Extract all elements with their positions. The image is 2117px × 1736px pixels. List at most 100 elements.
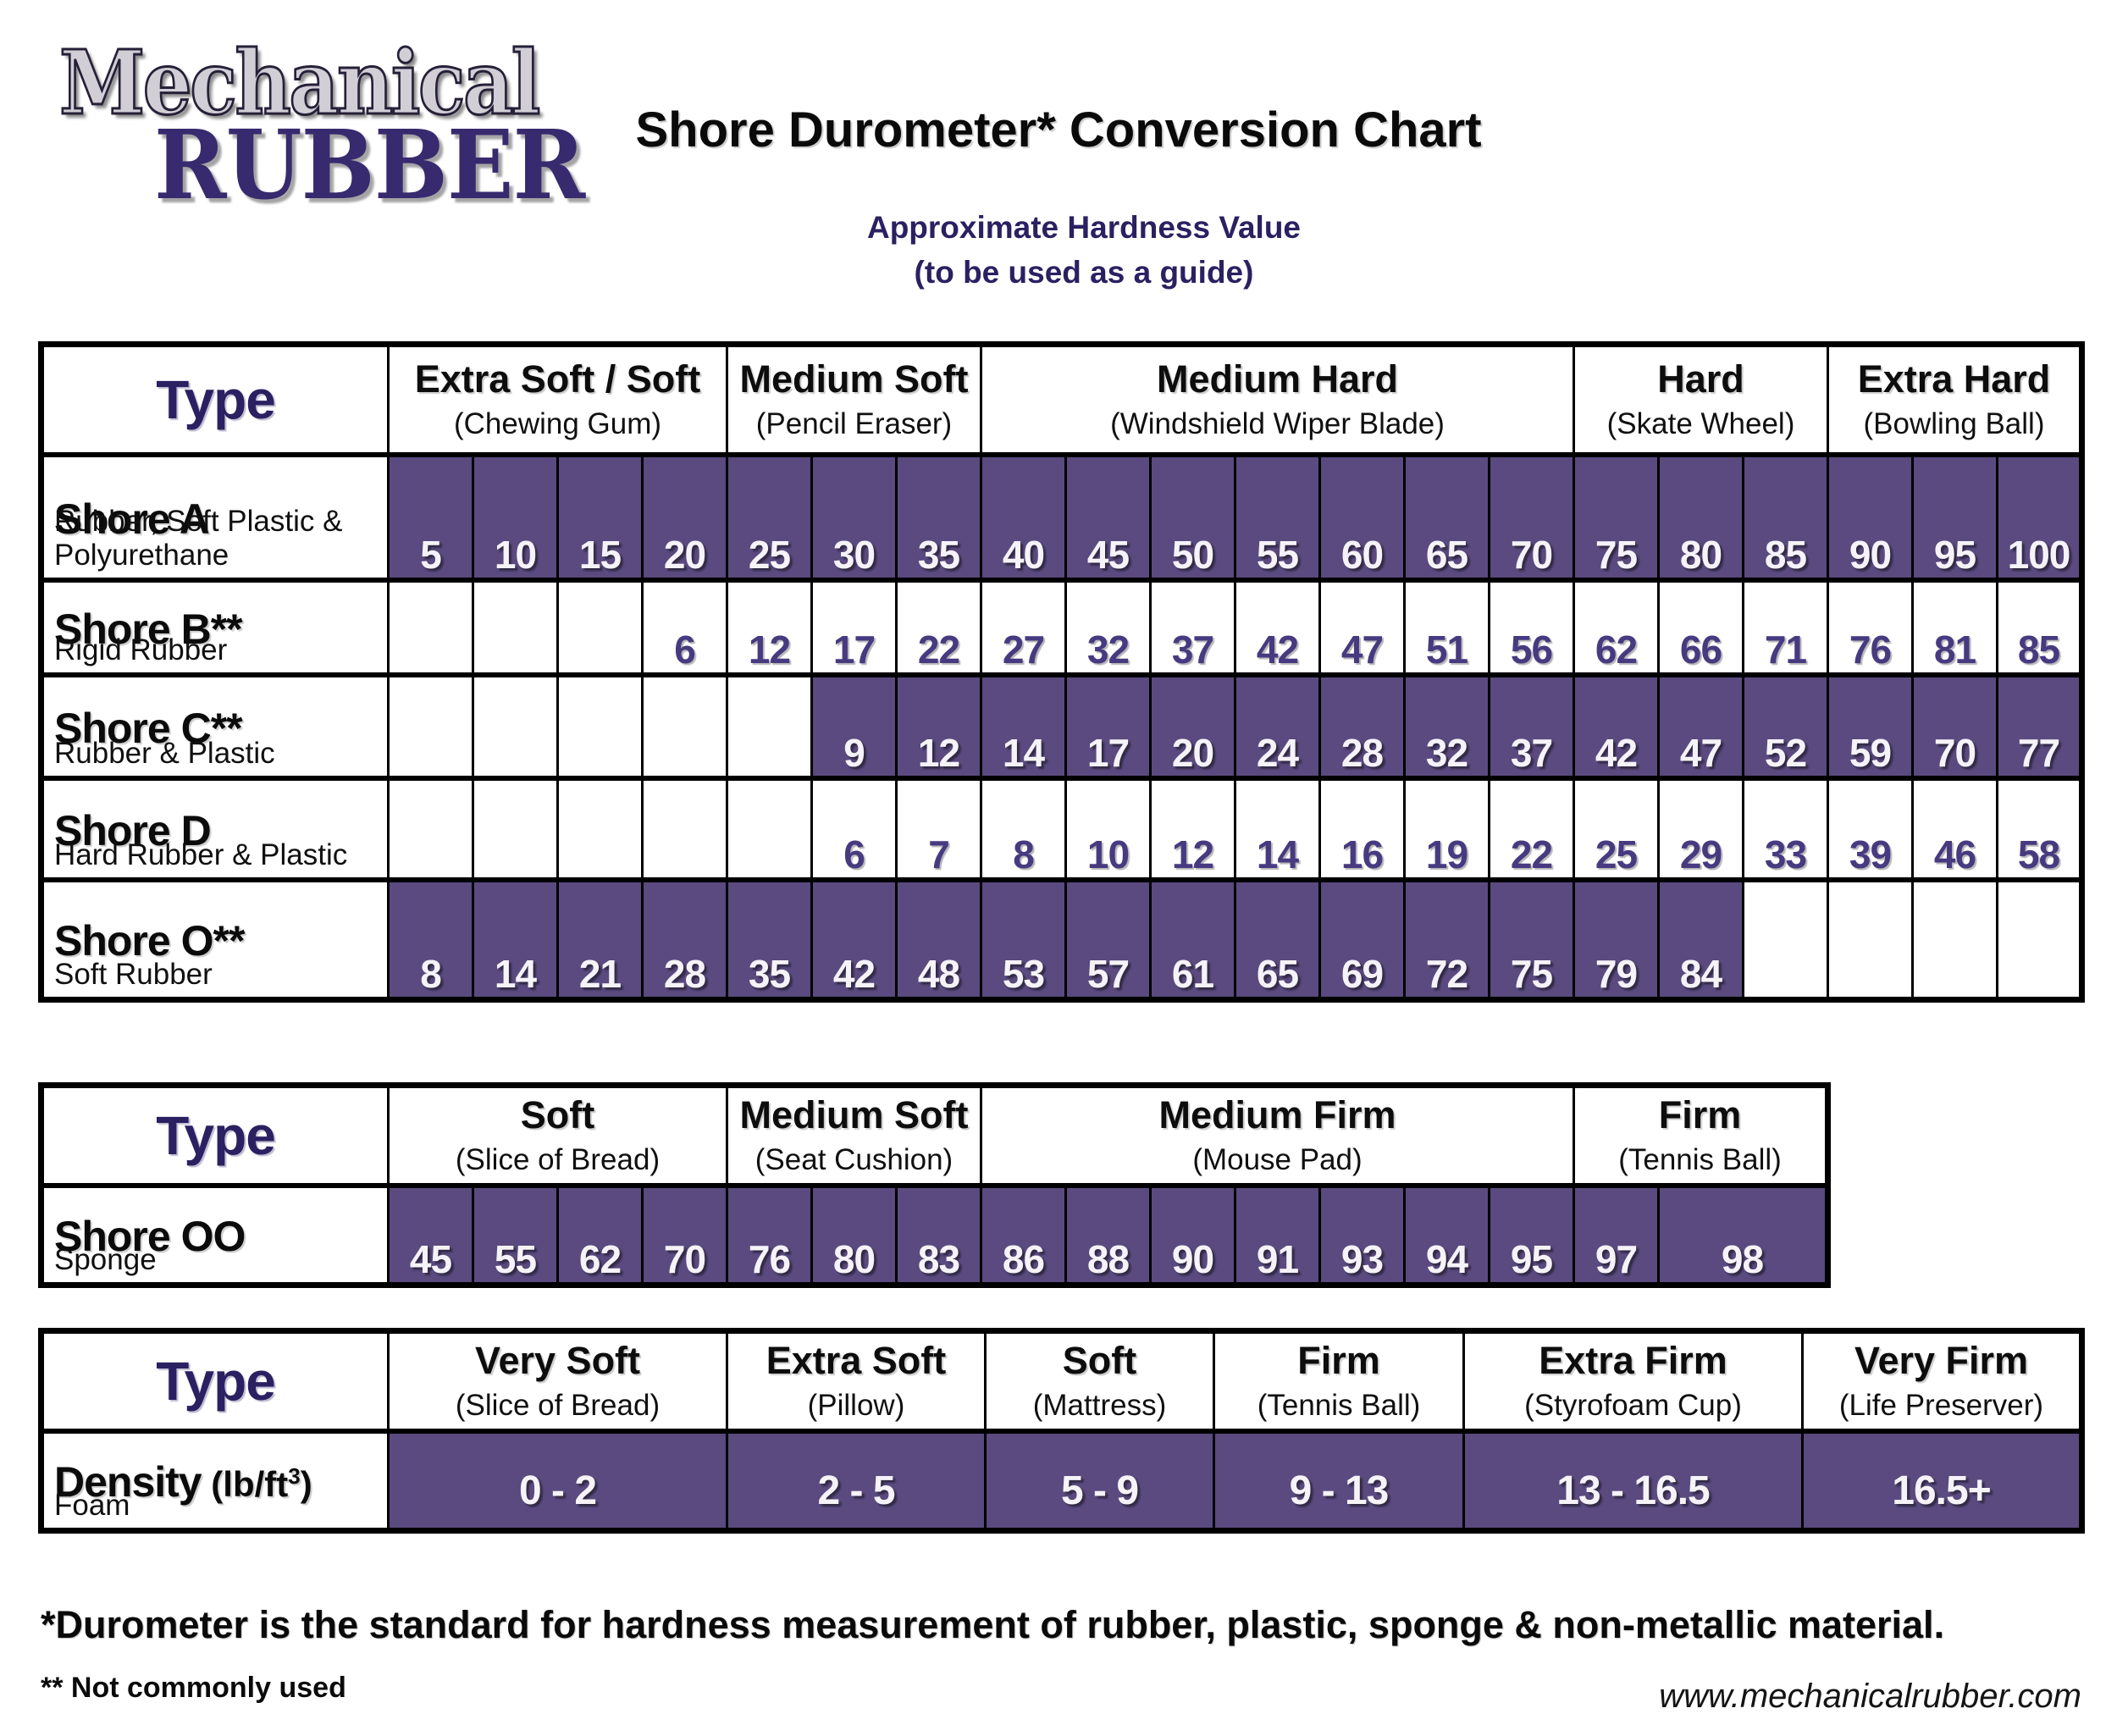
group-header-label: Extra Hard bbox=[1857, 357, 2051, 401]
row-name: Shore A bbox=[54, 495, 210, 543]
value-cell: 10 bbox=[472, 451, 559, 583]
value-cell: 85 bbox=[1996, 577, 2083, 677]
value-cell: 51 bbox=[1403, 577, 1490, 677]
value-cell: 70 bbox=[1488, 451, 1575, 583]
value-cell: 69 bbox=[1318, 876, 1406, 1003]
row-description: Rubber, Soft Plastic & Polyurethane bbox=[54, 504, 343, 572]
value-cell: 17 bbox=[1064, 672, 1152, 781]
table-row: Shore C** Rubber & Plastic 9 12 14 17 20 24 28 32… bbox=[40, 672, 2083, 781]
value-cell: 76 bbox=[726, 1182, 813, 1288]
row-name: Shore OO bbox=[54, 1213, 246, 1261]
value-cell: 15 bbox=[556, 451, 644, 583]
group-header-example: (Slice of Bread) bbox=[455, 1388, 661, 1422]
mechanical-rubber-logo: Mechanical RUBBER bbox=[58, 30, 586, 213]
foam-density-table: Type Very Soft (Slice of Bread) Extra Soft (… bbox=[38, 1328, 2085, 1534]
group-header: Extra Soft / Soft (Chewing Gum) bbox=[387, 341, 728, 457]
row-label: Shore C** Rubber & Plastic bbox=[40, 672, 390, 781]
table-row: Shore D Hard Rubber & Plastic 6 7 8 10 12 14 16 1… bbox=[40, 775, 2083, 882]
group-header-label: Soft bbox=[520, 1093, 595, 1136]
value-cell: 90 bbox=[1827, 451, 1914, 583]
type-header: Type bbox=[40, 1328, 390, 1434]
row-name: Shore C** bbox=[54, 704, 243, 752]
value-cell: 5 bbox=[387, 451, 474, 583]
value-cell: 93 bbox=[1318, 1182, 1406, 1288]
type-header: Type bbox=[40, 341, 390, 457]
value-cell: 55 bbox=[472, 1182, 559, 1288]
group-header-example: (Pillow) bbox=[807, 1388, 905, 1422]
value-cell: 8 bbox=[980, 775, 1067, 882]
value-cell: 2 - 5 bbox=[726, 1428, 987, 1534]
empty-cell bbox=[472, 775, 559, 882]
value-cell: 95 bbox=[1488, 1182, 1575, 1288]
logo-text-mechanical: Mechanical bbox=[58, 30, 542, 135]
empty-cell bbox=[387, 672, 474, 781]
group-header-label: Medium Hard bbox=[1156, 357, 1399, 401]
footnote-not-commonly-used: ** Not commonly used bbox=[41, 1672, 346, 1704]
group-header-label: Very Soft bbox=[474, 1339, 641, 1382]
value-cell: 95 bbox=[1911, 451, 1998, 583]
value-cell: 94 bbox=[1403, 1182, 1490, 1288]
value-cell: 60 bbox=[1318, 451, 1406, 583]
value-cell: 90 bbox=[1149, 1182, 1236, 1288]
group-header-example: (Styrofoam Cup) bbox=[1524, 1388, 1742, 1422]
group-header: Extra Soft (Pillow) bbox=[726, 1328, 987, 1434]
value-cell: 80 bbox=[1657, 451, 1744, 583]
value-cell: 97 bbox=[1573, 1182, 1660, 1288]
row-name: Shore D bbox=[54, 806, 212, 854]
value-cell: 37 bbox=[1149, 577, 1236, 677]
value-cell: 45 bbox=[387, 1182, 474, 1288]
group-header: Firm (Tennis Ball) bbox=[1573, 1082, 1829, 1188]
value-cell: 52 bbox=[1742, 672, 1829, 781]
type-header: Type bbox=[40, 1082, 390, 1188]
value-cell: 55 bbox=[1234, 451, 1321, 583]
footnote-durometer: *Durometer is the standard for hardness … bbox=[41, 1603, 1945, 1646]
group-header: Medium Hard (Windshield Wiper Blade) bbox=[980, 341, 1575, 457]
value-cell: 88 bbox=[1064, 1182, 1152, 1288]
group-header-label: Firm bbox=[1658, 1093, 1742, 1136]
group-header: Extra Firm (Styrofoam Cup) bbox=[1462, 1328, 1804, 1434]
row-description: Hard Rubber & Plastic bbox=[54, 838, 348, 871]
group-header: Extra Hard (Bowling Ball) bbox=[1827, 341, 2083, 457]
value-cell: 9 bbox=[810, 672, 898, 781]
value-cell: 75 bbox=[1488, 876, 1575, 1003]
group-header-example: (Mouse Pad) bbox=[1192, 1142, 1363, 1176]
value-cell: 6 bbox=[810, 775, 898, 882]
value-cell: 28 bbox=[641, 876, 728, 1003]
value-cell: 7 bbox=[895, 775, 982, 882]
group-header-example: (Tennis Ball) bbox=[1257, 1388, 1421, 1422]
empty-cell bbox=[472, 577, 559, 677]
group-header-example: (Bowling Ball) bbox=[1863, 406, 2045, 440]
table-row: Shore O** Soft Rubber 8 14 21 28 35 42 48 53 57 61 6… bbox=[40, 876, 2083, 1003]
value-cell: 20 bbox=[641, 451, 728, 583]
table-row: Shore B** Rigid Rubber 6 12 17 22 27 32 37 42 47 51… bbox=[40, 577, 2083, 677]
group-header-example: (Seat Cushion) bbox=[754, 1142, 953, 1176]
value-cell: 12 bbox=[895, 672, 982, 781]
value-cell: 20 bbox=[1149, 672, 1236, 781]
page-subtitle: Approximate Hardness Value (to be used a… bbox=[0, 206, 2117, 295]
value-cell: 75 bbox=[1573, 451, 1660, 583]
value-cell: 19 bbox=[1403, 775, 1490, 882]
value-cell: 62 bbox=[1573, 577, 1660, 677]
group-header-label: Medium Soft bbox=[739, 357, 969, 401]
group-header-example: (Tennis Ball) bbox=[1618, 1142, 1782, 1176]
value-cell: 12 bbox=[1149, 775, 1236, 882]
group-header-label: Medium Firm bbox=[1158, 1093, 1396, 1136]
value-cell: 42 bbox=[810, 876, 898, 1003]
value-cell: 21 bbox=[556, 876, 644, 1003]
group-header: Medium Soft (Seat Cushion) bbox=[726, 1082, 982, 1188]
row-name: Shore O** bbox=[54, 917, 245, 965]
empty-cell bbox=[387, 775, 474, 882]
shore-oo-sponge-table: Type Soft (Slice of Bread) Medium Soft (Seat… bbox=[38, 1082, 1831, 1288]
value-cell: 42 bbox=[1234, 577, 1321, 677]
subtitle-line2: (to be used as a guide) bbox=[914, 254, 1254, 290]
value-cell: 12 bbox=[726, 577, 813, 677]
row-name: Shore B** bbox=[54, 605, 243, 653]
row-label: Shore O** Soft Rubber bbox=[40, 876, 390, 1003]
value-cell: 25 bbox=[1573, 775, 1660, 882]
value-cell: 37 bbox=[1488, 672, 1575, 781]
row-label: Density (lb/ft3) Foam bbox=[40, 1428, 390, 1534]
value-cell: 14 bbox=[1234, 775, 1321, 882]
value-cell: 81 bbox=[1911, 577, 1998, 677]
empty-cell bbox=[726, 672, 813, 781]
